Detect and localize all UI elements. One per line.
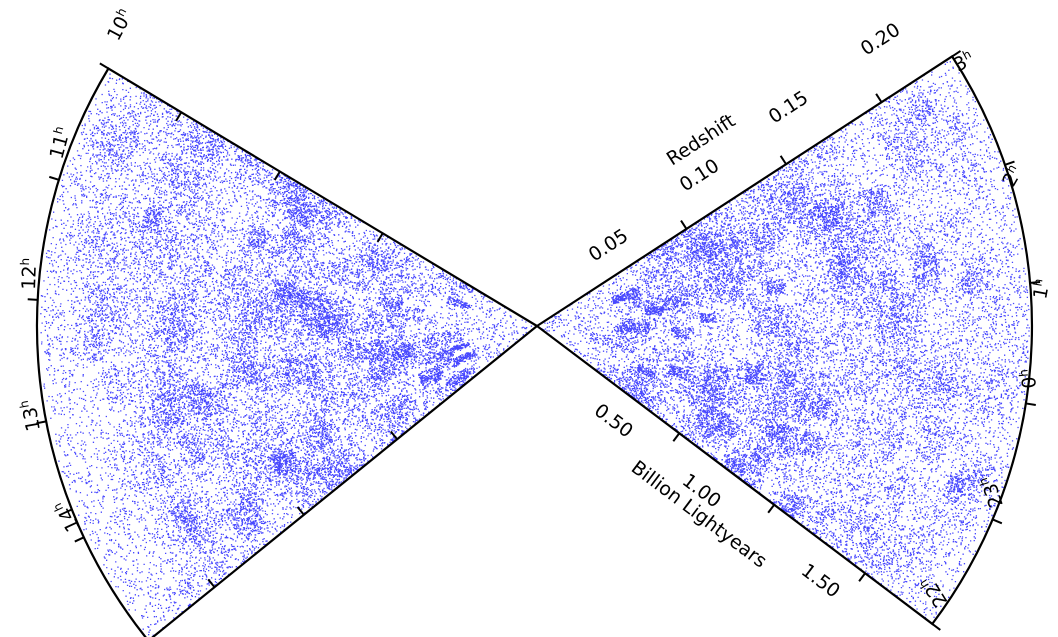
right-upper-edge-tick xyxy=(779,155,787,165)
hour-label-3: 3h xyxy=(950,47,978,77)
right-wedge-outline xyxy=(535,54,1034,626)
galaxy-points xyxy=(40,71,533,636)
hour-label-22: 22h xyxy=(916,572,952,611)
hour-label-1: 1h xyxy=(1028,277,1054,300)
hour-label-0: 0h xyxy=(1016,368,1041,390)
distance-axis-title: Billion Lightyears xyxy=(627,456,771,572)
left-arc-tick xyxy=(36,420,47,425)
hour-label-2: 2h xyxy=(997,162,1027,191)
left-lower-edge-tick xyxy=(390,430,398,440)
galaxy-points-layer xyxy=(40,61,1030,636)
hour-label-23: 23h xyxy=(976,473,1008,510)
left-wedge xyxy=(27,62,539,637)
left-arc-tick xyxy=(99,62,109,70)
hour-label-10: 10h xyxy=(102,5,137,44)
left-arc-tick xyxy=(74,536,85,543)
left-wedge-ticks xyxy=(27,62,398,588)
left-wedge-outline xyxy=(35,66,539,637)
left-upper-edge-tick xyxy=(376,232,384,243)
right-upper-edge-tick xyxy=(680,220,688,230)
left-arc-tick xyxy=(48,175,60,181)
right-arc-tick xyxy=(1004,160,1015,166)
distance-tick-1-50: 1.50 xyxy=(797,559,844,602)
distance-tick-0-50: 0.50 xyxy=(590,399,637,442)
redshift-tick-0-15: 0.15 xyxy=(765,87,812,128)
right-arc-tick xyxy=(931,623,941,631)
right-wedge-ticks xyxy=(672,50,1041,631)
right-lower-edge-tick xyxy=(767,504,775,514)
left-arc-tick xyxy=(27,298,38,301)
left-lower-edge-tick xyxy=(207,578,216,588)
right-arc-tick xyxy=(992,518,1003,525)
right-lower-edge-tick xyxy=(672,432,681,442)
left-lower-edge-tick xyxy=(296,506,305,516)
left-upper-edge-tick xyxy=(273,170,281,181)
hour-label-13: 13h xyxy=(17,398,45,433)
right-arc-tick xyxy=(1030,280,1041,284)
hour-label-11: 11h xyxy=(45,125,75,162)
right-wedge xyxy=(535,50,1041,631)
hour-label-12: 12h xyxy=(17,258,41,291)
galaxy-points xyxy=(541,61,1030,619)
left-upper-edge-tick xyxy=(175,111,183,122)
right-arc-tick xyxy=(951,50,962,58)
redshift-tick-0-05: 0.05 xyxy=(585,225,632,266)
redshift-tick-0-20: 0.20 xyxy=(857,19,904,60)
right-lower-edge-tick xyxy=(858,572,866,582)
right-upper-edge-tick xyxy=(875,93,883,103)
right-arc-tick xyxy=(1025,402,1036,406)
